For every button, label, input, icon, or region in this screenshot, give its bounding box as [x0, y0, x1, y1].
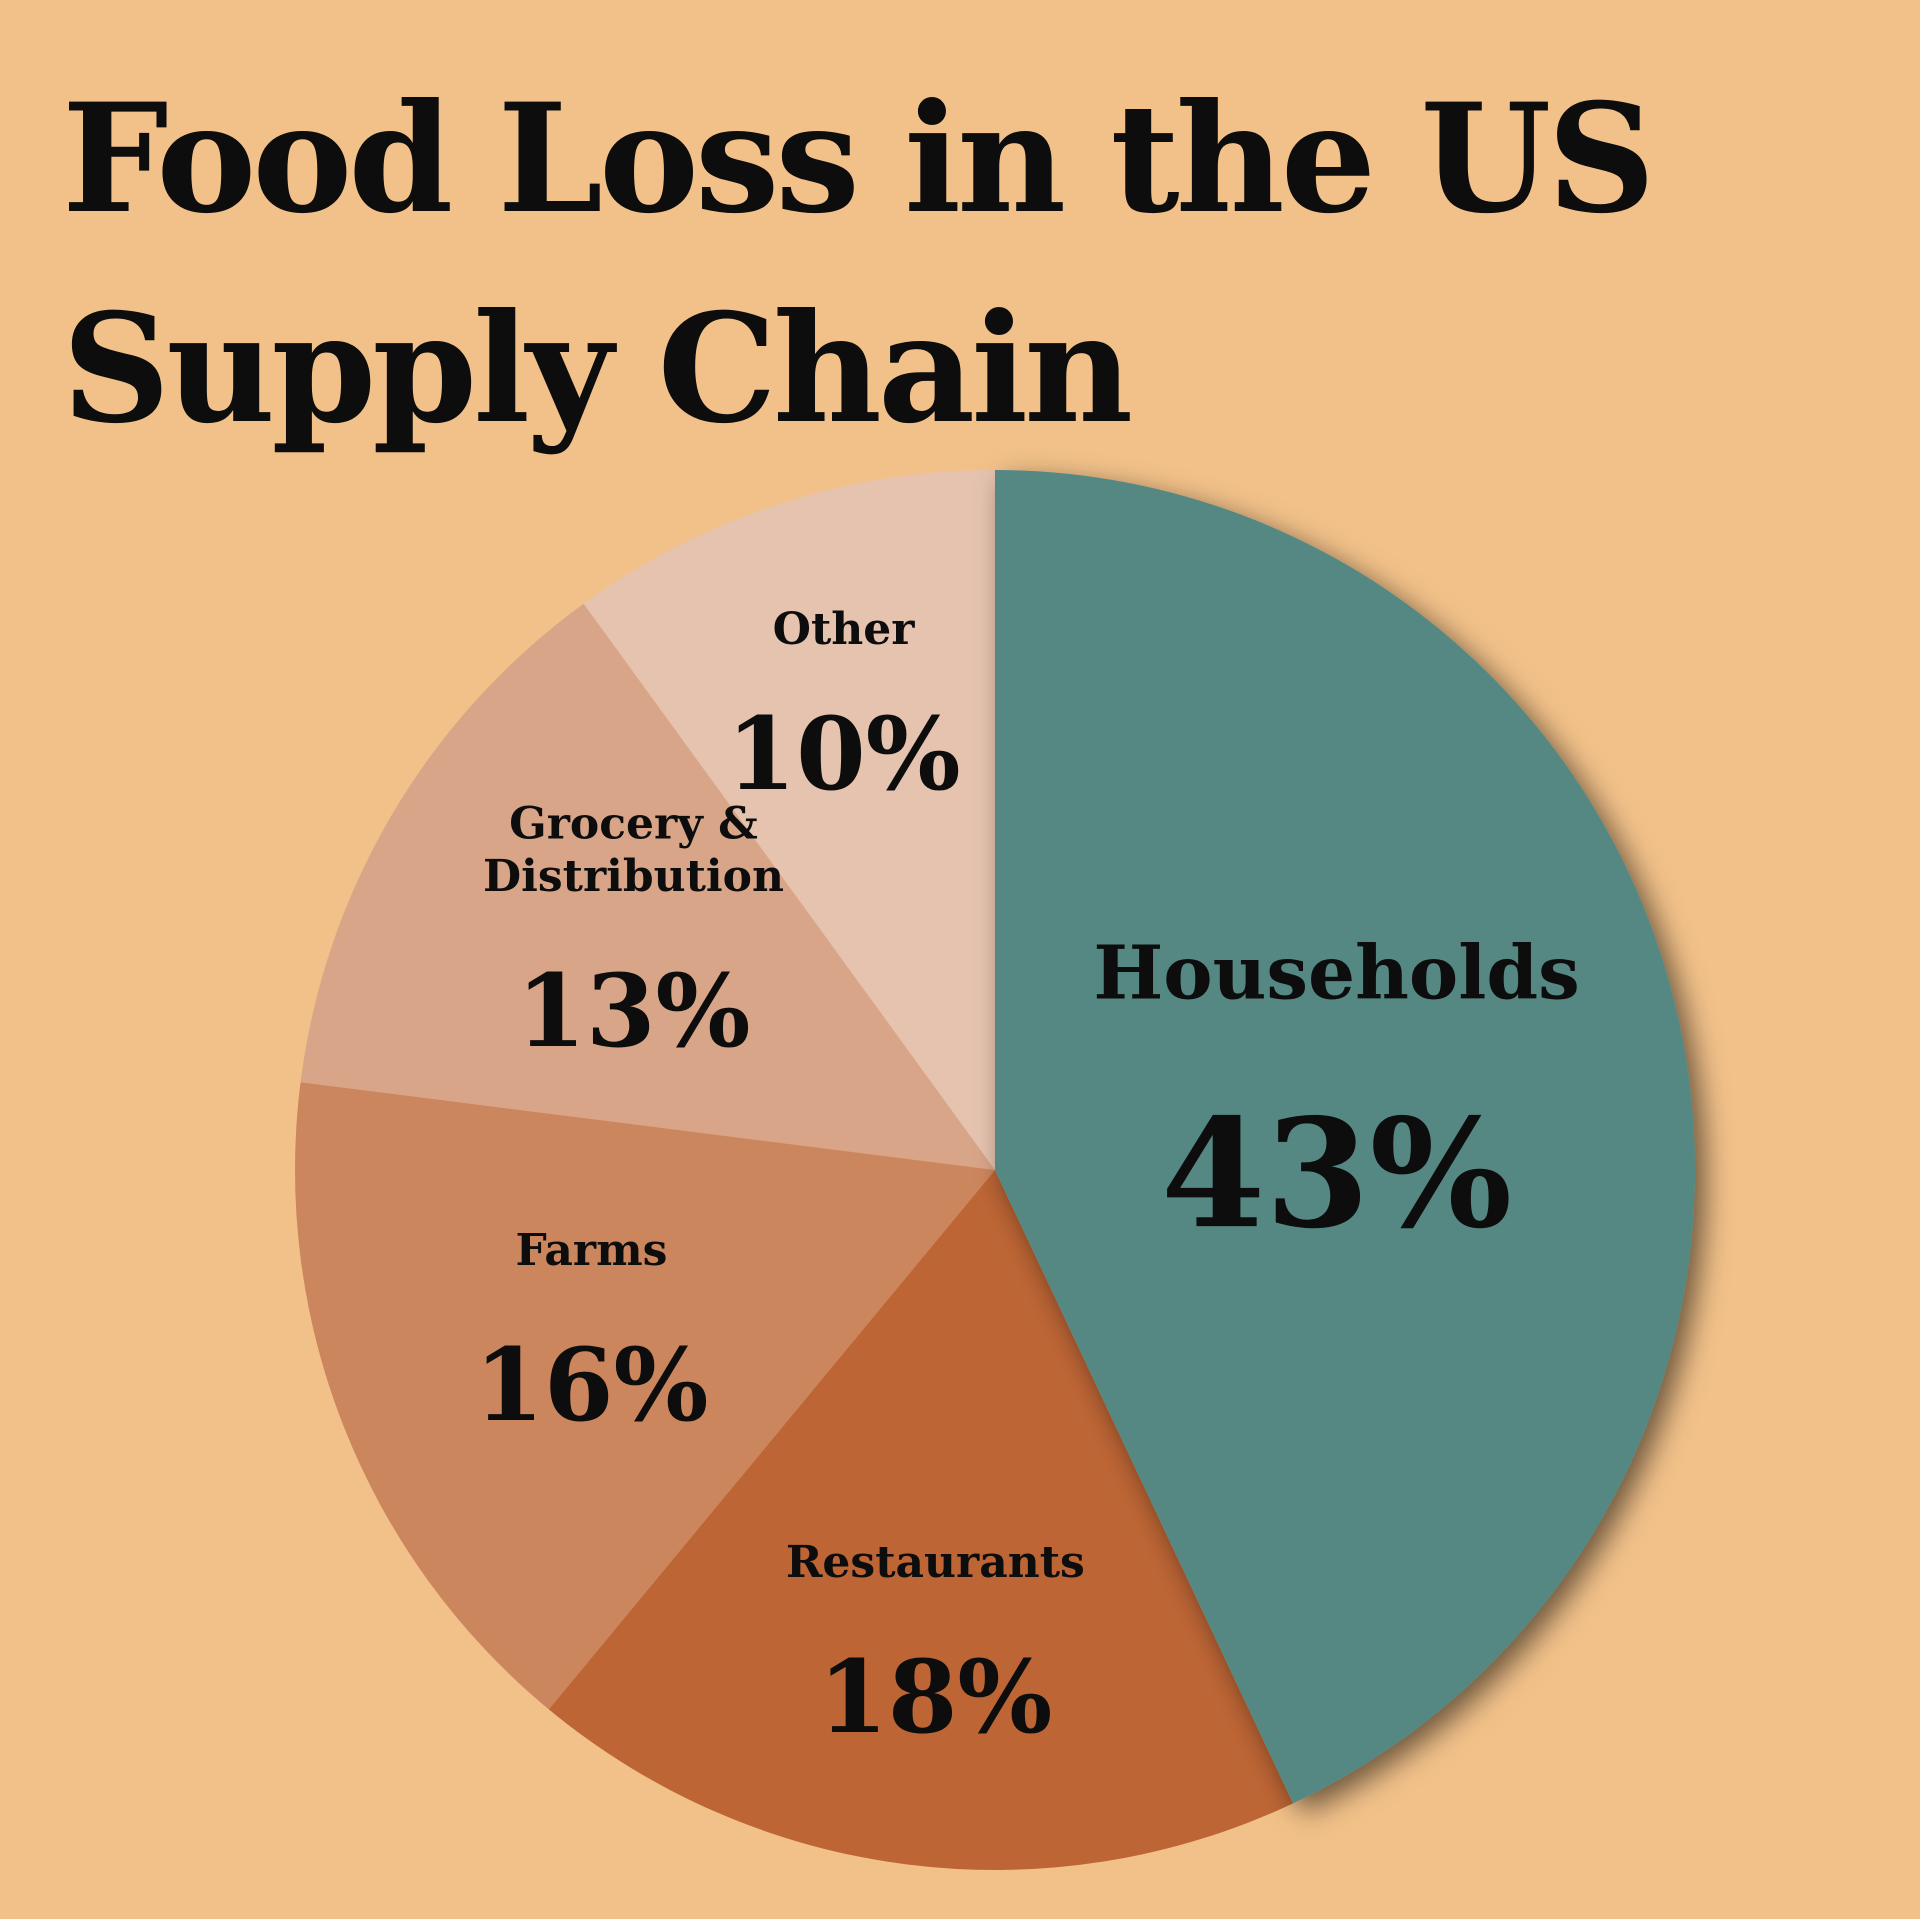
slice-value-households: 43%: [1161, 1086, 1512, 1262]
slice-label-other: Other: [773, 604, 916, 655]
pie-slices: [295, 470, 1696, 1870]
pie-labels: Households 43% Restaurants 18% Farms 16% Groce…: [474, 604, 1579, 1756]
slice-label-grocery-distribution-line2: Distribution: [483, 851, 784, 902]
pie-slice-farms: [295, 1082, 996, 1710]
pie-slice-restaurants: [548, 1170, 1294, 1870]
pie-slice-other: [583, 470, 995, 1170]
pie-slice-households: [995, 470, 1696, 1804]
slice-label-restaurants: Restaurants: [786, 1537, 1085, 1588]
chart-title: Food Loss in the US Supply Chain: [62, 71, 1656, 457]
slice-value-grocery-distribution: 13%: [516, 952, 750, 1070]
pie-slice-grocery-distribution: [300, 603, 995, 1170]
slice-value-farms: 16%: [474, 1326, 708, 1444]
slice-label-grocery-distribution-line1: Grocery &: [509, 798, 758, 849]
slice-label-farms: Farms: [516, 1225, 668, 1276]
slice-label-households: Households: [1093, 931, 1580, 1017]
slice-value-restaurants: 18%: [818, 1638, 1052, 1756]
slice-value-other: 10%: [726, 695, 960, 813]
